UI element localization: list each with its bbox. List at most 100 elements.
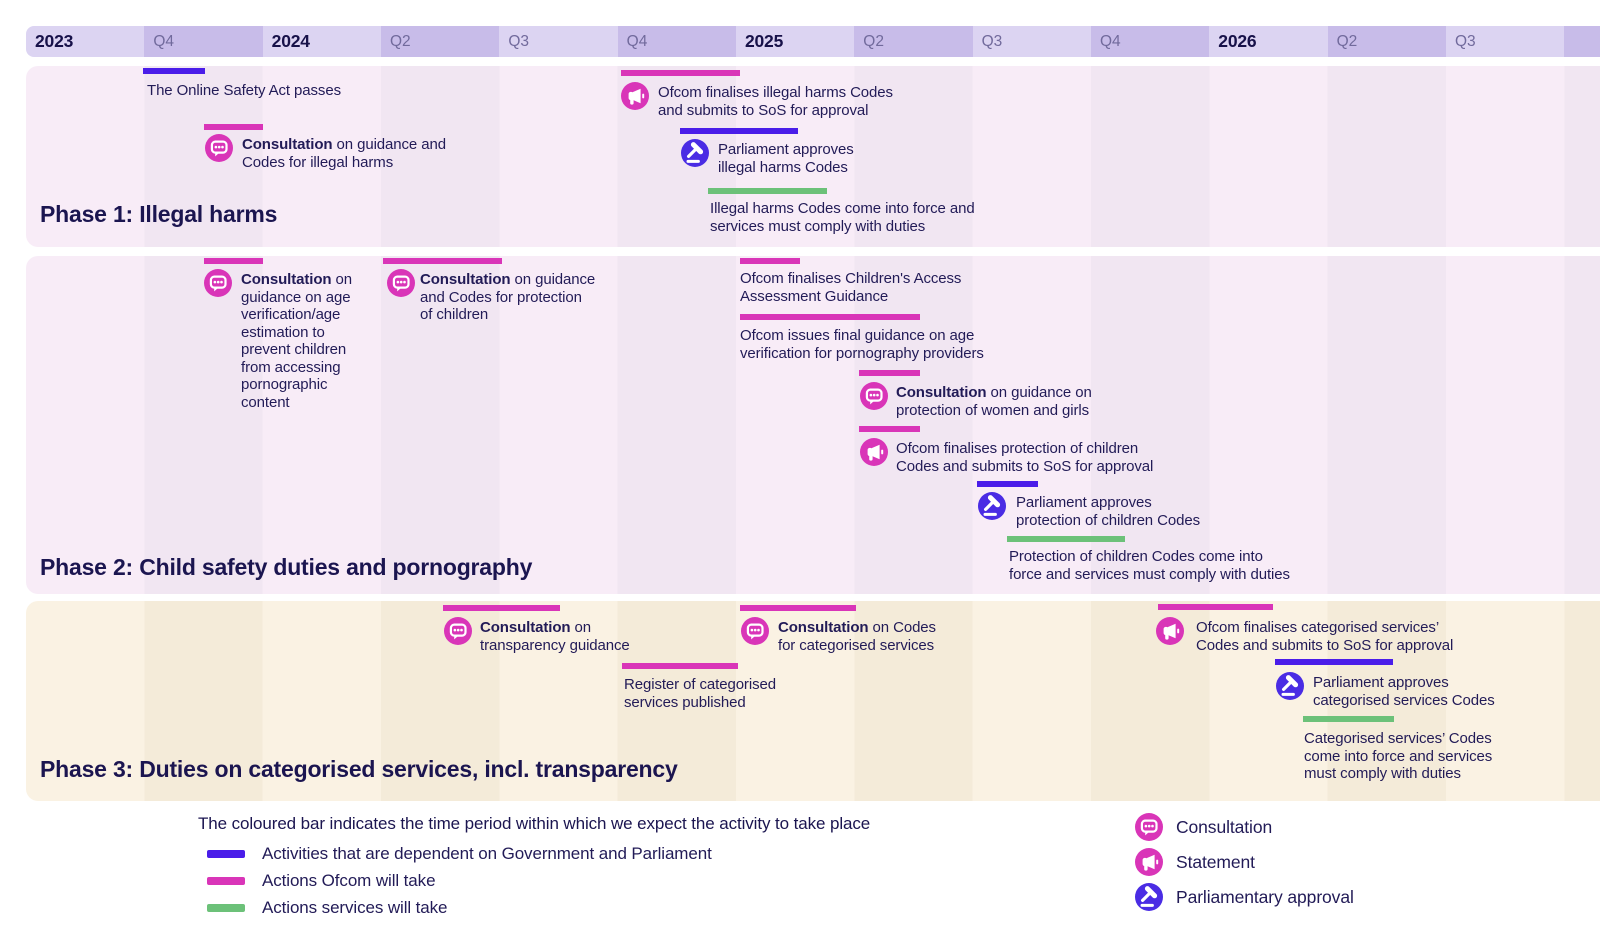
- activity-bar-government: [1275, 659, 1393, 665]
- year-label: 2024: [271, 31, 310, 51]
- header-cell-quarter: Q3: [1445, 26, 1565, 57]
- activity-bar-services: [1303, 716, 1394, 722]
- milestone-text: Parliament approves illegal harms Codes: [718, 141, 854, 176]
- activity-bar-ofcom: [621, 70, 740, 76]
- milestone-text: Parliament approves categorised services…: [1313, 674, 1495, 709]
- activity-bar-government: [680, 128, 798, 134]
- legend-row-parliamentary-approval: Parliamentary approval: [1135, 883, 1354, 911]
- header-cell-year: 2025: [735, 26, 855, 57]
- consultation-icon: [444, 617, 472, 645]
- header-cell-quarter: Q4: [617, 26, 736, 57]
- header-cell-year: 2026: [1209, 26, 1328, 57]
- legend-row-statement: Statement: [1135, 848, 1255, 876]
- milestone-text: Consultation on transparency guidance: [480, 619, 630, 654]
- header-cell-quarter: Q2: [380, 26, 500, 57]
- parliamentary-approval-icon: [1135, 883, 1163, 911]
- legend-label: Consultation: [1176, 816, 1273, 837]
- milestone-text: Parliament approves protection of childr…: [1016, 494, 1200, 529]
- milestone-text: Register of categorised services publish…: [624, 676, 776, 711]
- header-cell-quarter: Q2: [854, 26, 973, 57]
- legend-row-government: Activities that are dependent on Governm…: [207, 844, 712, 863]
- legend-label: Actions services will take: [262, 898, 448, 917]
- milestone-text: Illegal harms Codes come into force and …: [710, 200, 975, 235]
- activity-bar-ofcom: [740, 314, 920, 320]
- activity-bar-ofcom: [383, 258, 502, 264]
- milestone-text: The Online Safety Act passes: [147, 82, 341, 99]
- ofcom-bar-swatch: [207, 877, 245, 885]
- activity-bar-ofcom: [622, 663, 738, 669]
- phase-3-label: Phase 3: Duties on categorised services,…: [40, 756, 678, 782]
- legend-label: Parliamentary approval: [1176, 886, 1354, 907]
- header-cell-quarter: Q3: [499, 26, 618, 57]
- parliamentary-approval-icon: [1276, 672, 1304, 700]
- legend-row-ofcom: Actions Ofcom will take: [207, 871, 436, 890]
- statement-icon: [1156, 617, 1184, 645]
- quarter-label: Q4: [1099, 33, 1121, 50]
- services-bar-swatch: [207, 904, 245, 912]
- phase-3-band: [26, 601, 1600, 801]
- header-cell-quarter: Q4: [144, 26, 263, 57]
- phase-1-label: Phase 1: Illegal harms: [40, 201, 278, 227]
- activity-bar-ofcom: [740, 605, 856, 611]
- legend-label: Statement: [1176, 851, 1255, 872]
- milestone-text: Consultation on guidance and Codes for i…: [242, 136, 446, 171]
- milestone-text: Ofcom finalises categorised services’ Co…: [1196, 619, 1454, 654]
- milestone-text: Consultation on guidance and Codes for p…: [420, 271, 596, 323]
- statement-icon: [1135, 848, 1163, 876]
- quarter-label: Q2: [863, 33, 884, 50]
- activity-bar-ofcom: [204, 124, 263, 130]
- quarter-label: Q4: [153, 33, 175, 50]
- phase-1-band: [26, 66, 1600, 247]
- milestone-text: Ofcom issues final guidance on age verif…: [740, 327, 984, 362]
- activity-bar-government: [143, 68, 205, 74]
- header-cell-year: 2024: [262, 26, 381, 57]
- activity-bar-ofcom: [443, 605, 560, 611]
- phase-2-band: [26, 256, 1600, 594]
- legend-label: Activities that are dependent on Governm…: [262, 844, 712, 863]
- header-cell-year: 2023: [26, 26, 145, 57]
- quarter-label: Q3: [508, 33, 529, 50]
- activity-bar-ofcom: [859, 370, 920, 376]
- parliamentary-approval-icon: [978, 492, 1006, 520]
- consultation-icon: [387, 269, 415, 297]
- milestone-text: Consultation on guidance on protection o…: [896, 384, 1092, 419]
- activity-bar-services: [708, 188, 827, 194]
- quarter-label: Q3: [1454, 33, 1476, 50]
- activity-bar-services: [1007, 536, 1125, 542]
- legend-label: Actions Ofcom will take: [262, 871, 436, 890]
- consultation-icon: [1135, 813, 1163, 841]
- activity-bar-ofcom: [859, 426, 920, 432]
- header-cell-quarter: Q4: [1090, 26, 1210, 57]
- milestone-text: Consultation on Codes for categorised se…: [778, 619, 936, 654]
- quarter-label: Q3: [981, 33, 1003, 50]
- consultation-icon: [741, 617, 769, 645]
- government-bar-swatch: [207, 850, 245, 858]
- legend-note: The coloured bar indicates the time peri…: [198, 814, 871, 833]
- statement-icon: [621, 82, 649, 110]
- activity-bar-ofcom: [740, 258, 800, 264]
- year-label: 2023: [35, 31, 74, 51]
- year-label: 2025: [744, 31, 784, 51]
- milestone-text: Categorised services’ Codes come into fo…: [1304, 730, 1493, 782]
- header-cell-partial: [1564, 26, 1600, 57]
- activity-bar-government: [977, 481, 1038, 487]
- quarter-label: Q4: [626, 33, 648, 50]
- statement-icon: [860, 438, 888, 466]
- milestone-text: Ofcom finalises protection of children C…: [896, 440, 1154, 475]
- consultation-icon: [205, 134, 233, 162]
- consultation-icon: [860, 382, 888, 410]
- timeline-header: 2023 Q4 2024 Q2 Q3 Q4 2025 Q2 Q3 Q4 2026…: [26, 26, 1600, 57]
- year-label: 2026: [1218, 31, 1257, 51]
- milestone-text: Consultation on guidance on age verifica…: [241, 271, 353, 411]
- legend-row-consultation: Consultation: [1135, 813, 1272, 841]
- milestone-text: Protection of children Codes come into f…: [1009, 548, 1290, 583]
- quarter-label: Q2: [1336, 33, 1358, 50]
- header-cell-quarter: Q2: [1327, 26, 1446, 57]
- quarter-label: Q2: [389, 33, 411, 50]
- activity-bar-ofcom: [1158, 604, 1273, 610]
- phase-2-label: Phase 2: Child safety duties and pornogr…: [40, 554, 533, 580]
- legend-row-services: Actions services will take: [207, 898, 448, 917]
- milestone-text: Ofcom finalises illegal harms Codes and …: [658, 84, 893, 119]
- header-cell-quarter: Q3: [972, 26, 1091, 57]
